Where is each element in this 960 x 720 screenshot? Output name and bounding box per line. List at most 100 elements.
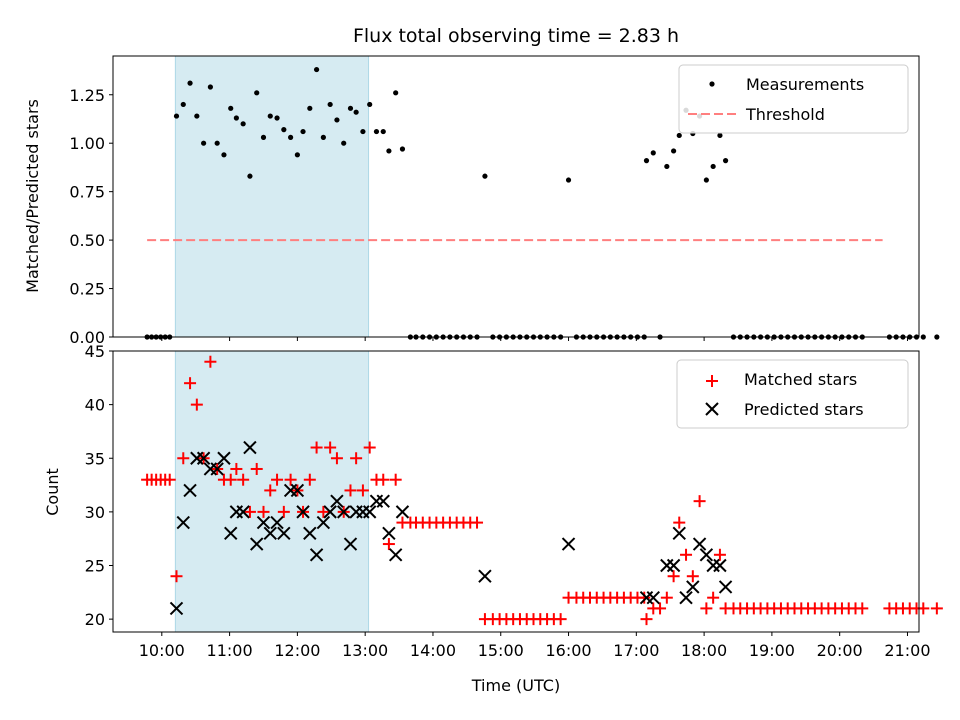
x-tick-label: 11:00 — [207, 641, 253, 660]
matched-star-point — [680, 548, 693, 561]
legend-measurements-label: Measurements — [746, 75, 864, 94]
measurement-point — [722, 158, 729, 164]
matched-star-point — [163, 473, 176, 486]
measurement-point — [650, 150, 656, 156]
chart-title: Flux total observing time = 2.83 h — [353, 25, 679, 47]
top-y-label: Matched/Predicted stars — [23, 99, 42, 293]
matched-star-point — [673, 516, 686, 529]
measurement-point — [281, 127, 287, 133]
predicted-star-point — [343, 537, 358, 551]
measurement-point — [214, 140, 220, 146]
matched-star-point — [930, 602, 943, 615]
predicted-star-point — [277, 526, 291, 541]
measurement-point — [717, 132, 723, 139]
bottom-legend-box — [676, 359, 909, 429]
measurement-point — [221, 152, 227, 158]
bottom-legend: Matched stars Predicted stars — [676, 359, 909, 429]
matched-star-point — [471, 516, 484, 529]
predicted-star-point — [243, 440, 257, 455]
matched-star-point — [224, 473, 237, 486]
matched-star-point — [700, 602, 713, 615]
predicted-star-point — [250, 537, 264, 551]
measurement-point — [482, 173, 488, 179]
legend-measurements-marker — [709, 81, 715, 87]
matched-star-point — [303, 473, 316, 486]
bottom-x-ticks: 10:00 11:00 12:00 13:00 14:00 15:00 16:00 17:00… — [139, 632, 931, 660]
measurement-point — [233, 115, 239, 121]
legend-threshold-label: Threshold — [745, 105, 825, 124]
matched-star-point — [856, 602, 869, 615]
matched-star-point — [330, 452, 343, 465]
matched-star-point — [257, 505, 270, 518]
y-tick-label: 40 — [85, 396, 105, 415]
measurement-point — [228, 105, 234, 111]
predicted-star-point — [224, 526, 238, 541]
measurement-point — [194, 113, 200, 119]
measurement-point — [341, 140, 347, 146]
bottom-points — [141, 355, 943, 626]
top-frame — [112, 55, 920, 338]
y-tick-label: 25 — [85, 557, 105, 576]
predicted-star-point — [309, 548, 324, 562]
predicted-star-point — [718, 580, 733, 594]
predicted-star-point — [236, 505, 250, 519]
y-tick-label: 0.25 — [69, 280, 105, 299]
measurement-point — [934, 334, 940, 340]
measurement-point — [320, 134, 326, 140]
x-tick-label: 12:00 — [274, 641, 320, 660]
matched-star-point — [356, 484, 369, 497]
measurement-point — [710, 163, 716, 170]
measurement-point — [180, 101, 186, 108]
predicted-star-point — [183, 483, 197, 498]
measurement-point — [373, 128, 380, 135]
measurement-point — [267, 113, 273, 119]
predicted-star-point — [290, 483, 305, 498]
y-tick-label: 0.75 — [69, 183, 105, 202]
y-tick-label: 1.00 — [69, 134, 105, 153]
predicted-star-point — [395, 505, 410, 519]
measurement-point — [671, 148, 677, 154]
predicted-star-point — [196, 451, 211, 465]
predicted-star-point — [303, 526, 317, 541]
top-legend: Measurements Threshold — [678, 64, 909, 134]
measurement-point — [260, 134, 267, 140]
predicted-star-point — [362, 505, 377, 519]
measurement-point — [288, 134, 294, 140]
predicted-star-point — [217, 451, 231, 465]
matched-star-point — [350, 452, 363, 465]
predicted-star-point — [686, 580, 700, 594]
matched-star-point — [250, 462, 263, 475]
measurement-point — [327, 101, 333, 108]
predicted-star-point — [323, 505, 337, 519]
matched-star-point — [660, 591, 673, 604]
matched-star-point — [170, 570, 183, 583]
measurement-point — [187, 80, 193, 86]
predicted-star-point — [369, 494, 384, 508]
y-tick-label: 30 — [85, 503, 105, 522]
predicted-star-point — [672, 526, 686, 541]
measurement-point — [367, 101, 373, 108]
y-tick-label: 0.00 — [69, 328, 105, 347]
matched-star-point — [190, 398, 203, 411]
matched-star-point — [184, 377, 197, 390]
predicted-star-point — [330, 494, 344, 508]
matched-star-point — [310, 441, 323, 454]
measurement-point — [393, 90, 399, 96]
measurement-point — [300, 128, 306, 135]
predicted-star-point — [169, 601, 184, 616]
matched-star-point — [264, 484, 277, 497]
matched-star-point — [237, 473, 250, 486]
matched-star-point — [230, 462, 243, 475]
predicted-star-point — [263, 526, 277, 541]
x-tick-label: 14:00 — [410, 641, 456, 660]
predicted-star-point — [679, 590, 693, 605]
predicted-star-point — [706, 558, 720, 573]
predicted-star-point — [296, 505, 310, 519]
measurement-point — [294, 152, 300, 158]
measurement-point — [565, 177, 572, 183]
measurement-point — [703, 177, 709, 183]
bottom-y-ticks: 20 25 30 35 40 45 — [85, 342, 113, 629]
measurement-point — [386, 148, 392, 154]
predicted-star-point — [666, 558, 681, 573]
